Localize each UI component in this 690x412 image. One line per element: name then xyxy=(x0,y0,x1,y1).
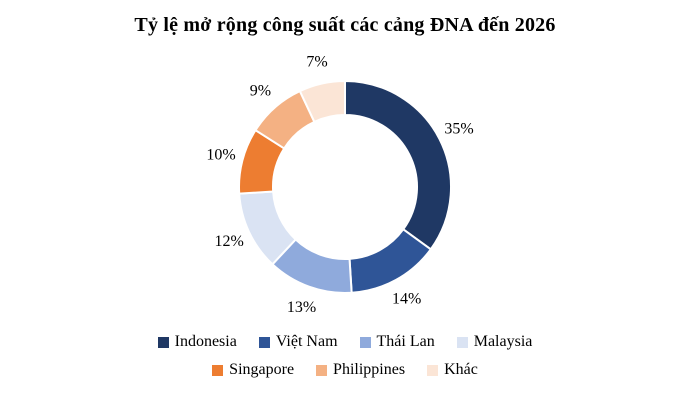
legend-item-khác: Khác xyxy=(427,361,478,379)
legend-row: Singapore Philippines Khác xyxy=(0,361,690,379)
slice-label-việt-nam: 14% xyxy=(392,291,421,308)
legend-item-indonesia: Indonesia xyxy=(157,333,237,351)
legend-item-việt-nam: Việt Nam xyxy=(258,333,338,351)
legend-marker-icon xyxy=(258,336,270,348)
legend-label: Malaysia xyxy=(473,333,533,350)
slice-label-singapore: 10% xyxy=(206,147,235,164)
donut-slice-khác xyxy=(298,80,346,123)
chart-legend: Indonesia Việt Nam Thái Lan Malaysia Singapo… xyxy=(0,333,690,379)
legend-label: Philippines xyxy=(333,361,406,378)
legend-label: Indonesia xyxy=(174,333,237,350)
legend-marker-icon xyxy=(316,364,328,376)
legend-label: Khác xyxy=(444,361,478,378)
donut-chart: 35% 14% 13% 12% 10% 9% 7% xyxy=(206,54,473,316)
slice-label-malaysia: 12% xyxy=(215,233,244,250)
slice-label-thái-lan: 13% xyxy=(287,299,316,316)
legend-marker-icon xyxy=(359,336,371,348)
legend-label: Việt Nam xyxy=(275,333,338,350)
legend-label: Thái Lan xyxy=(376,333,435,350)
legend-marker-icon xyxy=(427,364,439,376)
donut-slice-indonesia xyxy=(344,80,453,251)
legend-marker-icon xyxy=(456,336,468,348)
legend-marker-icon xyxy=(212,364,224,376)
legend-item-thái-lan: Thái Lan xyxy=(359,333,435,351)
legend-row: Indonesia Việt Nam Thái Lan Malaysia xyxy=(0,333,690,351)
legend-label: Singapore xyxy=(229,361,295,378)
legend-marker-icon xyxy=(157,336,169,348)
chart-title: Tỷ lệ mở rộng công suất các cảng ĐNA đến… xyxy=(134,14,556,36)
legend-item-philippines: Philippines xyxy=(316,361,405,379)
slice-label-khác: 7% xyxy=(306,54,327,71)
legend-item-singapore: Singapore xyxy=(212,361,294,379)
slice-label-philippines: 9% xyxy=(250,83,271,100)
slice-label-indonesia: 35% xyxy=(444,120,473,137)
donut-chart-area: 35% 14% 13% 12% 10% 9% 7% xyxy=(0,39,690,331)
legend-item-malaysia: Malaysia xyxy=(456,333,533,351)
